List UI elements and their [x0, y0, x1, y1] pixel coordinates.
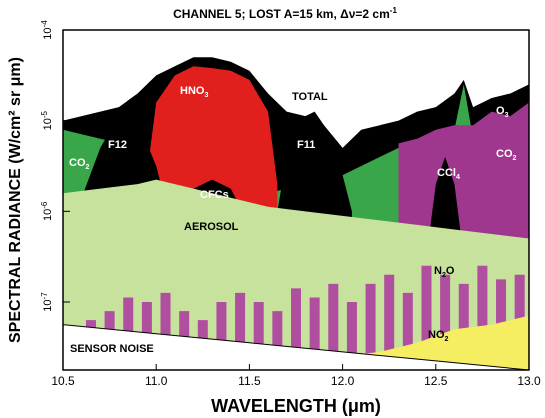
ccl4-label: CCl4: [437, 167, 460, 181]
chart-title: CHANNEL 5; LOST A=15 km, Δν=2 cm-1: [173, 6, 397, 21]
n2o-label: N2O: [434, 265, 455, 279]
no2-label: NO2: [428, 329, 449, 343]
y-axis-label: SPECTRAL RADIANCE (W/cm² sr μm): [7, 57, 24, 343]
co2-right-label: CO2: [496, 148, 517, 162]
y-tick-label: 10-7: [40, 292, 54, 312]
y-axis: 10-4 10-5 10-6 10-7: [40, 20, 70, 312]
hno3-label: HNO3: [180, 85, 208, 99]
sensor-noise-label: SENSOR NOISE: [70, 343, 154, 355]
plot-frame: [62, 29, 530, 371]
plot-area: [63, 57, 529, 370]
x-tick-label: 12.5: [424, 374, 448, 388]
annotations: HNO3 TOTAL O3 CO2 CO2 F12 F11 CFCs CCl4 …: [69, 85, 517, 355]
o3-label: O3: [496, 105, 509, 119]
x-tick-label: 12.0: [331, 374, 355, 388]
f11-label: F11: [297, 139, 315, 151]
series-noise-area: [63, 324, 529, 370]
aerosol-label: AEROSOL: [184, 221, 239, 233]
y-tick-label: 10-6: [40, 201, 54, 221]
co2-left-label: CO2: [69, 157, 90, 171]
x-tick-label: 13.0: [517, 374, 541, 388]
x-tick-label: 11.5: [238, 374, 261, 388]
x-tick-label: 10.5: [51, 374, 75, 388]
x-axis-label: WAVELENGTH (μm): [211, 396, 381, 416]
y-tick-label: 10-5: [40, 110, 54, 130]
f12-label: F12: [108, 139, 127, 151]
cfcs-label: CFCs: [200, 189, 229, 201]
x-tick-label: 11.0: [145, 374, 168, 388]
x-axis: 10.5 11.0 11.5 12.0 12.5 13.0: [51, 364, 541, 388]
total-label: TOTAL: [292, 91, 328, 103]
y-tick-label: 10-4: [40, 20, 54, 40]
